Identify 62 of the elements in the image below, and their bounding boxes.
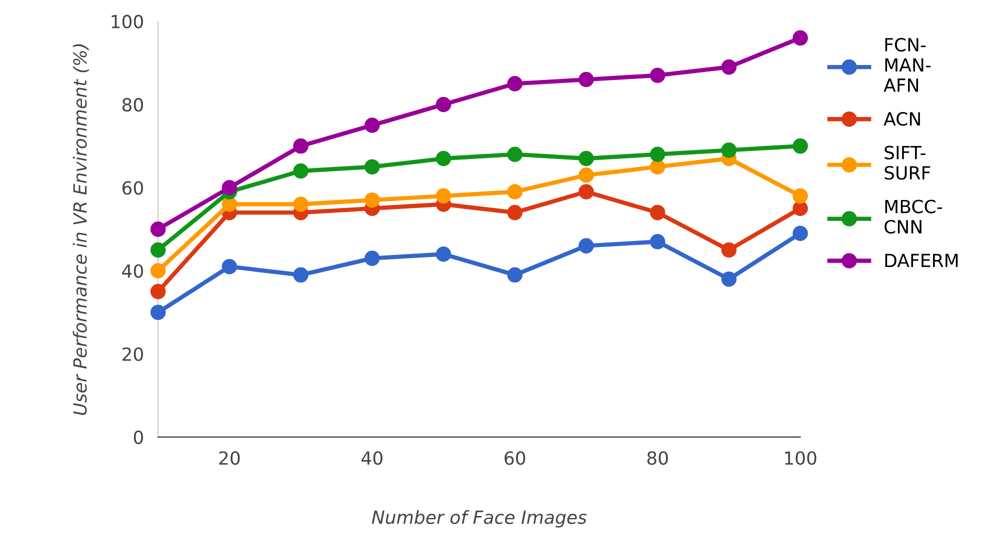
point bbox=[436, 188, 452, 204]
y-tick-label: 20 bbox=[122, 347, 143, 362]
point bbox=[792, 200, 808, 216]
point bbox=[222, 180, 238, 196]
y-tick-label: 80 bbox=[122, 98, 143, 112]
point bbox=[792, 226, 808, 241]
point bbox=[721, 242, 737, 258]
point bbox=[293, 267, 308, 283]
point bbox=[222, 258, 238, 274]
point bbox=[150, 242, 166, 258]
point bbox=[364, 159, 380, 174]
point bbox=[436, 150, 452, 166]
y-axis-title: User Performance in VR Environment (%) bbox=[72, 44, 89, 415]
point bbox=[650, 204, 666, 220]
point bbox=[507, 146, 522, 162]
point bbox=[507, 184, 522, 200]
point bbox=[364, 192, 380, 208]
y-tick-label: 0 bbox=[134, 430, 143, 444]
point bbox=[721, 142, 737, 158]
point bbox=[150, 222, 166, 237]
point bbox=[721, 271, 737, 287]
point bbox=[650, 68, 666, 84]
x-tick-label: 80 bbox=[647, 451, 668, 465]
x-tick-label: 20 bbox=[219, 451, 240, 465]
point bbox=[507, 204, 522, 220]
point bbox=[150, 304, 166, 320]
legend-label: SIFT-SURF bbox=[884, 146, 930, 180]
point bbox=[150, 263, 166, 278]
legend-label: FCN-MAN-AFN bbox=[884, 38, 931, 92]
point bbox=[222, 196, 238, 212]
point bbox=[578, 238, 594, 254]
legend-label: ACN bbox=[884, 112, 920, 126]
point bbox=[578, 184, 594, 200]
point bbox=[436, 246, 452, 262]
point bbox=[650, 146, 666, 162]
y-tick-label: 40 bbox=[122, 264, 143, 278]
point bbox=[293, 196, 308, 212]
x-tick-label: 40 bbox=[362, 451, 382, 465]
point bbox=[792, 30, 808, 46]
point bbox=[650, 159, 666, 174]
y-tick-label: 60 bbox=[122, 181, 143, 195]
legend-label: DAFERM bbox=[885, 254, 958, 268]
y-tick-label: 100 bbox=[112, 14, 143, 28]
point bbox=[293, 163, 308, 179]
point bbox=[364, 250, 380, 266]
x-tick-label: 60 bbox=[504, 451, 526, 465]
point bbox=[792, 188, 808, 204]
x-tick-label: 100 bbox=[785, 451, 816, 465]
point bbox=[650, 234, 666, 250]
point bbox=[507, 267, 522, 283]
point bbox=[150, 284, 166, 300]
point bbox=[293, 138, 308, 154]
point bbox=[436, 96, 452, 112]
point bbox=[578, 72, 594, 88]
point bbox=[507, 76, 522, 92]
point bbox=[721, 59, 737, 75]
point bbox=[578, 150, 594, 166]
x-axis-title: Number of Face Images bbox=[372, 510, 587, 528]
point bbox=[364, 118, 380, 133]
point bbox=[578, 168, 594, 183]
legend-label: MBCC-CNN bbox=[884, 200, 942, 234]
point bbox=[792, 138, 808, 154]
